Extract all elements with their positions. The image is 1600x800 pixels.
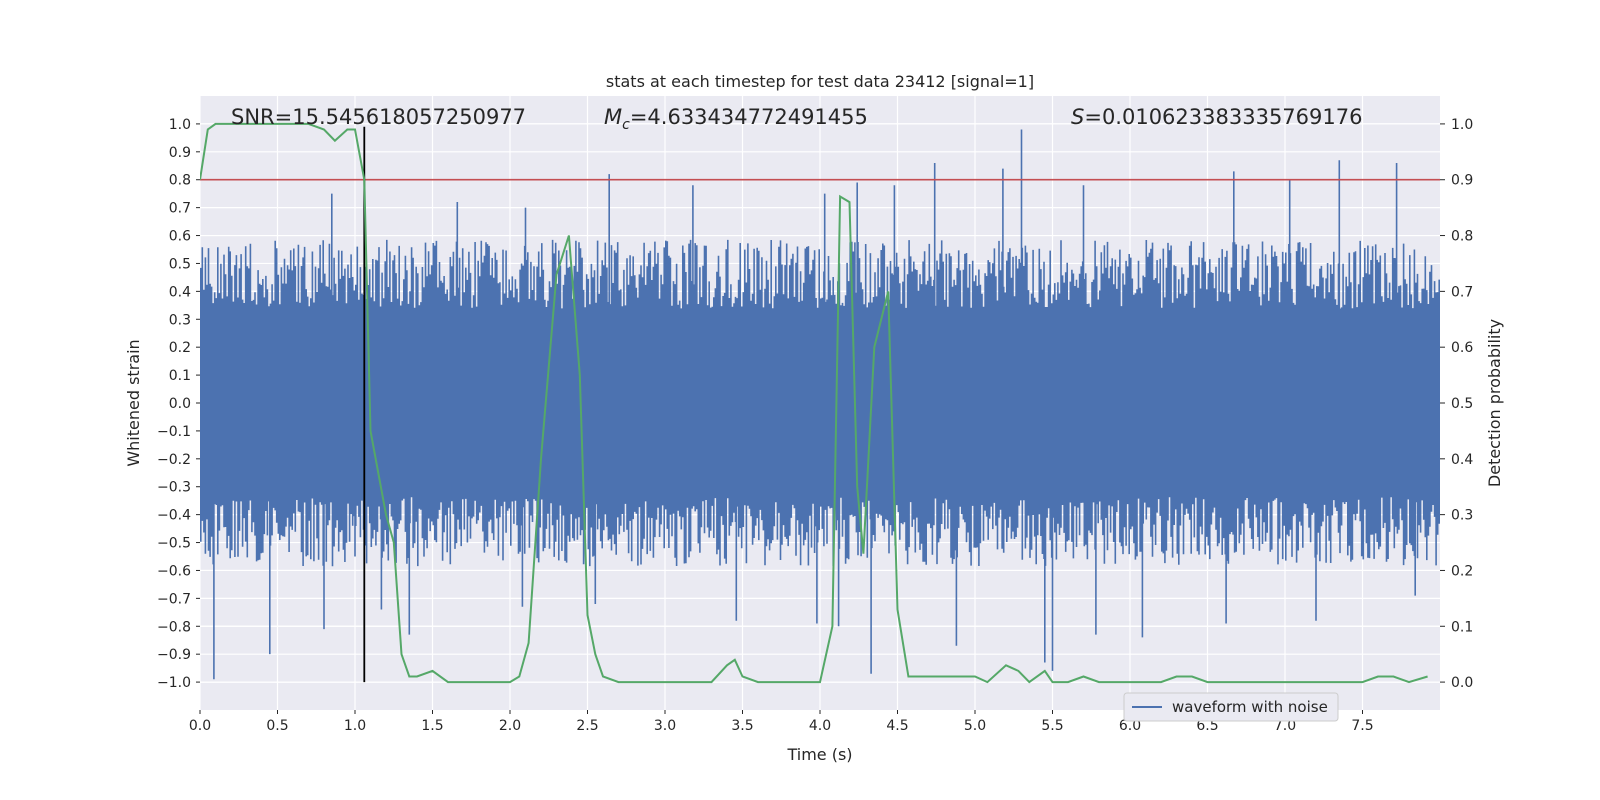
waveform-noise-path xyxy=(200,239,1440,567)
right-y-tick-label: 0.4 xyxy=(1451,452,1473,468)
left-y-tick-label: −0.2 xyxy=(157,452,191,468)
x-tick-label: 0.0 xyxy=(189,718,211,734)
right-y-axis-label: Detection probability xyxy=(1485,319,1504,487)
x-tick-label: 3.0 xyxy=(654,718,676,734)
left-y-tick-label: 0.6 xyxy=(169,229,191,245)
left-y-tick-label: −0.3 xyxy=(157,480,191,496)
x-tick-label: 0.5 xyxy=(266,718,288,734)
left-y-tick-label: −0.8 xyxy=(157,619,191,635)
chart-title: stats at each timestep for test data 234… xyxy=(606,72,1034,91)
snr-annotation: SNR=15.545618057250977 xyxy=(231,105,526,129)
x-tick-label: 7.5 xyxy=(1351,718,1373,734)
right-y-tick-label: 0.3 xyxy=(1451,508,1473,524)
left-y-tick-label: −0.4 xyxy=(157,508,191,524)
right-y-tick-label: 0.8 xyxy=(1451,229,1473,245)
left-y-tick-label: 0.5 xyxy=(169,256,191,272)
left-y-tick-label: 0.2 xyxy=(169,340,191,356)
right-y-axis-ticks: 1.0 0.9 0.8 0.7 0.6 0.5 0.4 0.3 0.2 0.1 0.0 xyxy=(1440,117,1473,691)
right-y-tick-label: 0.9 xyxy=(1451,173,1473,189)
left-y-tick-label: −1.0 xyxy=(157,675,191,691)
left-y-tick-label: −0.7 xyxy=(157,591,191,607)
chirp-mass-annotation: Mc=4.633434772491455 xyxy=(604,105,868,133)
left-y-axis-label: Whitened strain xyxy=(124,339,143,466)
right-y-tick-label: 0.5 xyxy=(1451,396,1473,412)
left-y-tick-label: 0.1 xyxy=(169,368,191,384)
x-axis-ticks: 0.0 0.5 1.0 1.5 2.0 2.5 3.0 3.5 4.0 4.5 5.0 5.5 6.0 6… xyxy=(189,710,1374,734)
right-y-tick-label: 0.2 xyxy=(1451,563,1473,579)
x-tick-label: 1.0 xyxy=(344,718,366,734)
legend-label: waveform with noise xyxy=(1172,698,1328,716)
left-y-tick-label: 1.0 xyxy=(169,117,191,133)
detection-probability-series xyxy=(200,122,1428,684)
legend-box xyxy=(1123,692,1339,722)
left-y-tick-label: 0.3 xyxy=(169,312,191,328)
x-tick-label: 6.5 xyxy=(1196,718,1218,734)
left-y-tick-label: −0.5 xyxy=(157,536,191,552)
left-y-tick-label: 0.0 xyxy=(169,396,191,412)
x-tick-label: 3.5 xyxy=(731,718,753,734)
right-y-tick-label: 0.0 xyxy=(1451,675,1473,691)
left-y-axis-ticks: 1.0 0.9 0.8 0.7 0.6 0.5 0.4 0.3 0.2 0.1 0.0 −0.1 −0.… xyxy=(157,117,200,691)
x-tick-label: 5.0 xyxy=(964,718,986,734)
left-y-tick-label: 0.4 xyxy=(169,284,191,300)
x-tick-label: 5.5 xyxy=(1041,718,1063,734)
right-y-tick-label: 1.0 xyxy=(1451,117,1473,133)
right-y-tick-label: 0.1 xyxy=(1451,619,1473,635)
x-tick-label: 2.5 xyxy=(576,718,598,734)
left-y-tick-label: 0.7 xyxy=(169,201,191,217)
x-tick-label: 4.5 xyxy=(886,718,908,734)
left-y-tick-label: 0.8 xyxy=(169,173,191,189)
s-annotation: S=0.010623383335769176 xyxy=(1071,105,1362,129)
left-y-tick-label: 0.9 xyxy=(169,145,191,161)
left-y-tick-label: −0.1 xyxy=(157,424,191,440)
detection-probability-line xyxy=(200,122,1428,684)
waveform-series xyxy=(200,129,1440,680)
right-y-tick-label: 0.6 xyxy=(1451,340,1473,356)
x-tick-label: 4.0 xyxy=(809,718,831,734)
right-y-tick-label: 0.7 xyxy=(1451,284,1473,300)
legend: waveform with noise xyxy=(1123,692,1339,722)
x-axis-label: Time (s) xyxy=(786,745,852,764)
x-tick-label: 2.0 xyxy=(499,718,521,734)
x-tick-label: 6.0 xyxy=(1119,718,1141,734)
left-y-tick-label: −0.6 xyxy=(157,563,191,579)
left-y-tick-label: −0.9 xyxy=(157,647,191,663)
x-tick-label: 7.0 xyxy=(1274,718,1296,734)
x-tick-label: 1.5 xyxy=(421,718,443,734)
